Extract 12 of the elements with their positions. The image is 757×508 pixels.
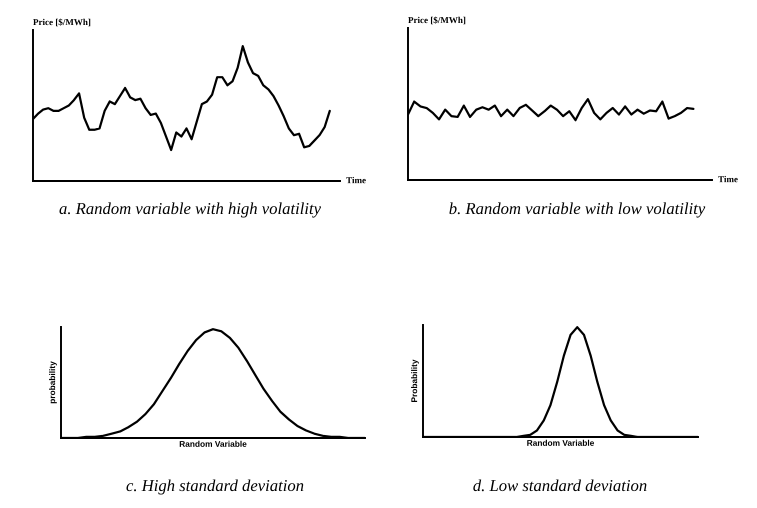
x-axis-title: Time (718, 176, 738, 182)
text: b. Random variable with low volatility (449, 202, 706, 218)
y-axis-title: Probability (411, 360, 419, 402)
x-axis-title: Time (346, 176, 366, 184)
text: c. High standard deviation (126, 479, 304, 495)
text: d. Low standard deviation (473, 479, 646, 492)
y-axis-title: Price [$/MWh] (408, 16, 466, 24)
text: a. Random variable with high volatility (59, 202, 322, 218)
x-axis-title: Random Variable (527, 440, 594, 446)
x-axis-title: Random Variable (180, 440, 247, 447)
y-axis-title: Price [$/MWh] (33, 18, 90, 26)
y-axis-title: probability (49, 361, 57, 404)
